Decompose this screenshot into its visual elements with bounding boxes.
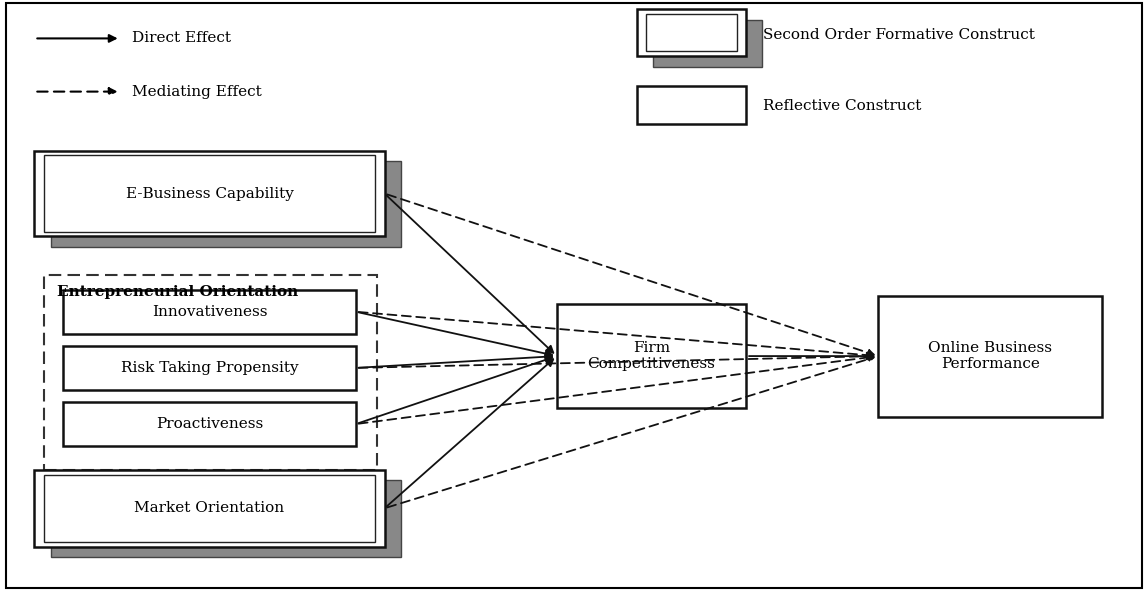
Text: Firm
Competitiveness: Firm Competitiveness xyxy=(588,341,715,371)
FancyBboxPatch shape xyxy=(637,9,746,56)
FancyBboxPatch shape xyxy=(63,290,356,334)
Text: Market Orientation: Market Orientation xyxy=(134,501,285,515)
FancyBboxPatch shape xyxy=(878,296,1102,417)
FancyBboxPatch shape xyxy=(6,3,1142,588)
Text: Innovativeness: Innovativeness xyxy=(152,305,267,319)
FancyBboxPatch shape xyxy=(51,161,401,247)
FancyBboxPatch shape xyxy=(34,151,385,236)
Text: Direct Effect: Direct Effect xyxy=(132,31,231,46)
FancyBboxPatch shape xyxy=(637,86,746,124)
Text: E-Business Capability: E-Business Capability xyxy=(125,187,294,200)
Text: Online Business
Performance: Online Business Performance xyxy=(928,341,1053,371)
Text: Mediating Effect: Mediating Effect xyxy=(132,85,262,99)
Text: Entrepreneurial Orientation: Entrepreneurial Orientation xyxy=(57,285,298,300)
FancyBboxPatch shape xyxy=(51,480,401,557)
FancyBboxPatch shape xyxy=(34,470,385,547)
FancyBboxPatch shape xyxy=(63,346,356,390)
Text: Risk Taking Propensity: Risk Taking Propensity xyxy=(121,361,298,375)
FancyBboxPatch shape xyxy=(653,20,762,67)
FancyBboxPatch shape xyxy=(557,304,746,408)
Text: Proactiveness: Proactiveness xyxy=(156,417,263,431)
Text: Second Order Formative Construct: Second Order Formative Construct xyxy=(763,28,1035,43)
Text: Reflective Construct: Reflective Construct xyxy=(763,99,922,113)
FancyBboxPatch shape xyxy=(63,402,356,446)
